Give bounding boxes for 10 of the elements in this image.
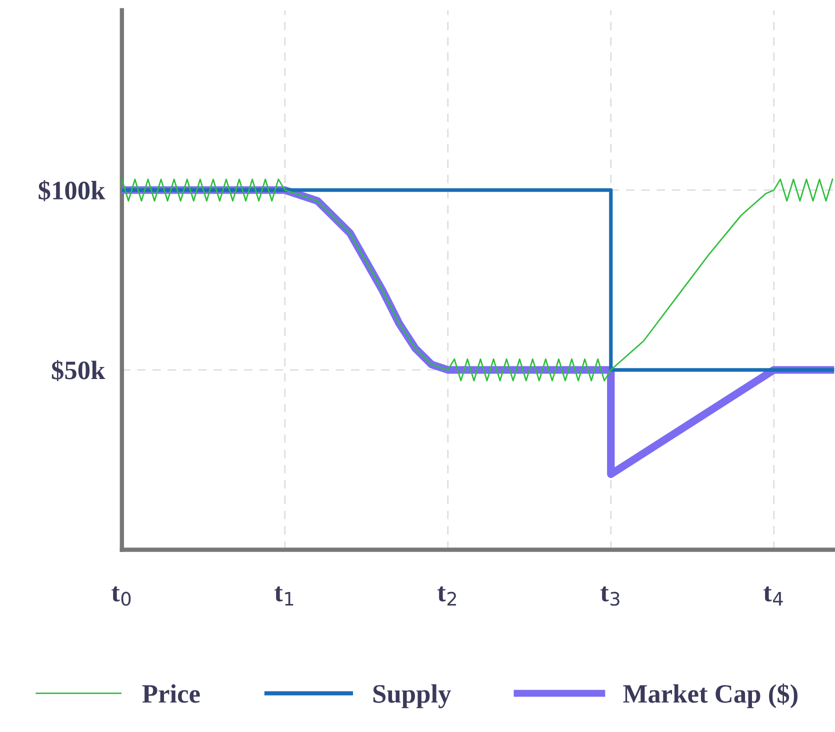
legend-label: Price <box>142 684 200 703</box>
legend-label: Market Cap ($) <box>623 683 798 708</box>
y-tick-label: $50k <box>52 360 106 382</box>
x-tick-label: t$_{2}$ <box>437 586 456 606</box>
x-tick-label: t$_{1}$ <box>274 586 294 606</box>
legend-label: Supply <box>373 684 451 708</box>
y-tick-label: $100k <box>38 180 106 202</box>
x-tick-label: t$_{0}$ <box>112 586 131 606</box>
x-tick-label: t$_{4}$ <box>763 586 783 606</box>
x-tick-label: t$_{3}$ <box>600 586 620 606</box>
